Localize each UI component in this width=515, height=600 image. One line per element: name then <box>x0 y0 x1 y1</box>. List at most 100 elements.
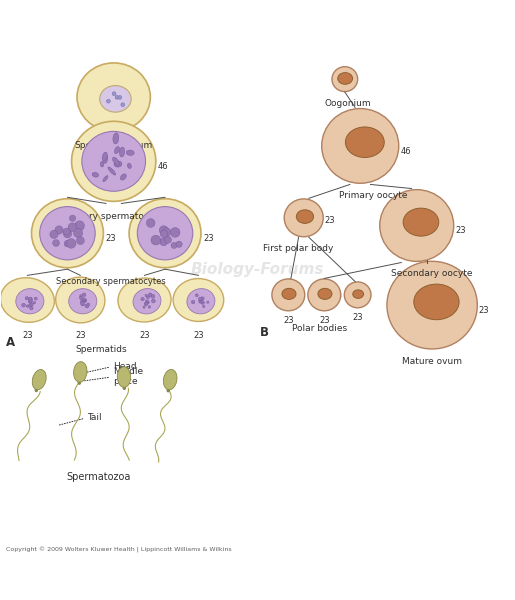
Circle shape <box>118 95 122 100</box>
Circle shape <box>159 226 168 235</box>
Circle shape <box>161 229 169 236</box>
Text: Polar bodies: Polar bodies <box>291 323 347 332</box>
Ellipse shape <box>318 289 332 299</box>
Ellipse shape <box>296 210 314 223</box>
Circle shape <box>63 229 72 238</box>
Ellipse shape <box>103 176 108 182</box>
Circle shape <box>30 303 33 306</box>
Text: 23: 23 <box>479 306 489 315</box>
Circle shape <box>33 301 36 304</box>
Circle shape <box>148 293 152 296</box>
Circle shape <box>80 299 84 304</box>
Ellipse shape <box>272 279 305 311</box>
Circle shape <box>83 299 87 302</box>
Circle shape <box>74 229 83 238</box>
Circle shape <box>146 218 155 227</box>
Ellipse shape <box>100 86 131 112</box>
Ellipse shape <box>113 157 119 166</box>
Ellipse shape <box>322 109 399 183</box>
Ellipse shape <box>102 152 107 161</box>
Text: 23: 23 <box>75 331 85 340</box>
Text: Primary spermatocyte: Primary spermatocyte <box>63 212 164 221</box>
Text: Copyright © 2009 Wolters Kluwer Health | Lippincott Williams & Wilkins: Copyright © 2009 Wolters Kluwer Health |… <box>6 547 231 553</box>
Ellipse shape <box>72 121 156 202</box>
Circle shape <box>80 295 82 298</box>
Circle shape <box>199 301 201 303</box>
Text: Primary oocyte: Primary oocyte <box>339 191 407 200</box>
Text: Secondary oocyte: Secondary oocyte <box>391 269 473 278</box>
Ellipse shape <box>332 67 357 92</box>
Ellipse shape <box>32 370 46 389</box>
Circle shape <box>200 300 203 303</box>
Ellipse shape <box>40 206 95 260</box>
Circle shape <box>198 297 202 301</box>
Ellipse shape <box>74 362 87 382</box>
Ellipse shape <box>403 208 439 236</box>
Circle shape <box>160 230 168 238</box>
Circle shape <box>199 298 202 301</box>
Text: 46: 46 <box>400 146 411 155</box>
Circle shape <box>80 302 84 305</box>
Text: 23: 23 <box>325 216 335 225</box>
Ellipse shape <box>108 167 116 175</box>
Text: 23: 23 <box>139 331 150 340</box>
Circle shape <box>50 230 58 238</box>
Text: 23: 23 <box>455 226 466 235</box>
Circle shape <box>199 301 201 303</box>
Ellipse shape <box>338 73 353 84</box>
Circle shape <box>201 301 204 305</box>
Circle shape <box>63 228 70 235</box>
Circle shape <box>81 303 84 306</box>
Circle shape <box>145 294 147 297</box>
Circle shape <box>107 99 110 103</box>
Text: 23: 23 <box>203 234 214 243</box>
Ellipse shape <box>346 127 384 157</box>
Text: Secondary spermatocytes: Secondary spermatocytes <box>56 277 166 286</box>
Circle shape <box>79 296 82 299</box>
Ellipse shape <box>117 367 131 388</box>
Text: A: A <box>6 336 15 349</box>
Ellipse shape <box>16 289 44 314</box>
Circle shape <box>85 304 89 308</box>
Circle shape <box>148 305 151 308</box>
Circle shape <box>82 299 85 302</box>
Ellipse shape <box>92 172 98 177</box>
Ellipse shape <box>387 261 477 349</box>
Text: Mature ovum: Mature ovum <box>402 357 462 366</box>
Ellipse shape <box>114 146 119 154</box>
Circle shape <box>170 227 180 237</box>
Ellipse shape <box>100 161 104 167</box>
Text: Spermatids: Spermatids <box>75 345 127 354</box>
Circle shape <box>55 226 63 234</box>
Circle shape <box>141 298 144 301</box>
Circle shape <box>25 296 28 300</box>
Circle shape <box>144 302 148 305</box>
Ellipse shape <box>56 277 105 323</box>
Ellipse shape <box>1 278 55 322</box>
Ellipse shape <box>133 289 161 314</box>
Circle shape <box>112 92 116 95</box>
Circle shape <box>29 298 32 301</box>
Circle shape <box>151 235 161 245</box>
Circle shape <box>75 221 84 230</box>
Circle shape <box>29 304 32 307</box>
Ellipse shape <box>31 199 104 268</box>
Circle shape <box>121 103 125 107</box>
Text: Middle
piece: Middle piece <box>113 367 143 386</box>
Ellipse shape <box>353 290 364 298</box>
Circle shape <box>22 303 25 307</box>
Text: 46: 46 <box>158 162 168 171</box>
Ellipse shape <box>119 147 125 157</box>
Circle shape <box>143 306 145 308</box>
Text: 23: 23 <box>106 234 116 243</box>
Circle shape <box>147 296 149 299</box>
Ellipse shape <box>126 150 134 155</box>
Circle shape <box>68 223 77 232</box>
Ellipse shape <box>129 199 201 268</box>
Text: Head: Head <box>113 362 136 371</box>
Circle shape <box>202 305 205 308</box>
Ellipse shape <box>345 282 371 308</box>
Ellipse shape <box>113 133 119 144</box>
Circle shape <box>195 294 198 297</box>
Ellipse shape <box>127 163 131 169</box>
